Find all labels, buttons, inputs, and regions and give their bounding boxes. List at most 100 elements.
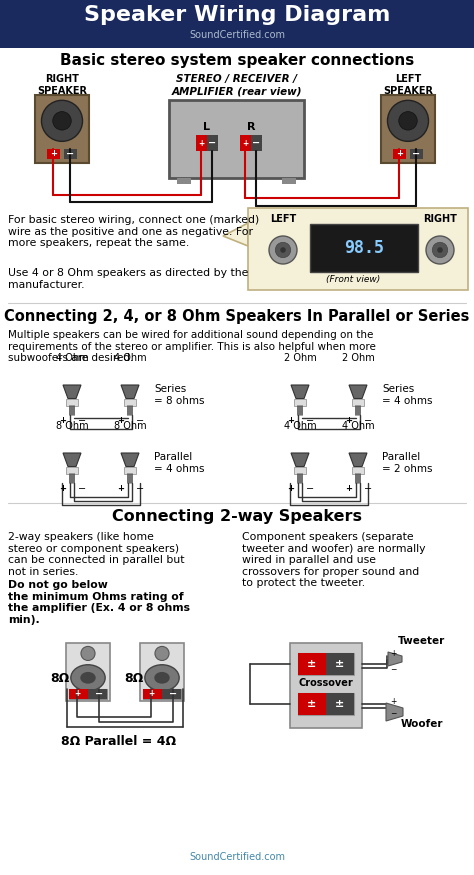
Circle shape [399,112,417,130]
Text: Basic stereo system speaker connections: Basic stereo system speaker connections [60,52,414,67]
Text: −: − [364,484,372,493]
Text: −: − [66,149,74,159]
Text: +: + [117,416,124,424]
Text: +: + [74,690,80,698]
Text: RIGHT
SPEAKER: RIGHT SPEAKER [37,74,87,96]
Circle shape [155,647,169,661]
Polygon shape [349,385,367,398]
Text: ±: ± [307,659,317,669]
Bar [69,689,107,699]
Text: 8Ω Parallel = 4Ω: 8Ω Parallel = 4Ω [61,735,176,748]
Text: 4 Ohm: 4 Ohm [114,353,146,363]
Circle shape [280,248,286,253]
Circle shape [426,236,454,264]
Text: −: − [95,689,103,699]
Text: L: L [203,123,210,132]
Ellipse shape [71,665,105,691]
Bar [143,689,162,699]
Text: Do not go below
the minimum Ohms rating of
the amplifier (Ex. 4 or 8 ohms
min).: Do not go below the minimum Ohms rating … [8,580,190,625]
Bar [290,643,362,728]
Polygon shape [291,453,309,466]
Bar [88,689,107,699]
Text: Series
= 4 ohms: Series = 4 ohms [382,384,432,406]
Text: −: − [78,484,86,493]
Bar [66,466,78,473]
Text: Parallel
= 2 ohms: Parallel = 2 ohms [382,452,432,473]
Text: +: + [148,690,154,698]
Bar [326,653,354,675]
Bar [298,693,326,715]
Text: +: + [345,484,352,493]
Text: Component speakers (separate
tweeter and woofer) are normally
wired in parallel : Component speakers (separate tweeter and… [242,532,426,588]
Text: R: R [247,123,255,132]
Text: 8Ω: 8Ω [50,673,70,685]
Bar [162,689,181,699]
Bar [298,653,326,675]
Text: Connecting 2, 4, or 8 Ohm Speakers In Parallel or Series: Connecting 2, 4, or 8 Ohm Speakers In Pa… [4,309,470,324]
Circle shape [269,236,297,264]
Text: SoundCertified.com: SoundCertified.com [189,852,285,862]
Text: +: + [390,697,396,706]
Text: ±: ± [336,659,345,669]
Text: Series
= 8 ohms: Series = 8 ohms [154,384,204,406]
Text: +: + [199,138,205,148]
Bar [326,693,354,715]
Text: Use 4 or 8 Ohm speakers as directed by the
manufacturer.: Use 4 or 8 Ohm speakers as directed by t… [8,268,248,290]
Text: Woofer: Woofer [401,719,443,729]
Text: −: − [253,138,261,148]
Ellipse shape [145,665,179,691]
Text: −: − [169,689,177,699]
Circle shape [275,242,291,258]
Bar [393,149,406,159]
Text: +: + [242,138,249,148]
Text: Tweeter: Tweeter [398,636,446,646]
Bar [410,149,423,159]
Bar [298,653,354,675]
Text: 4 Ohm: 4 Ohm [55,353,88,363]
Text: RIGHT: RIGHT [423,214,457,224]
Polygon shape [121,453,139,466]
Bar [196,135,207,151]
Bar [352,466,364,473]
Text: −: − [364,416,372,426]
Text: Crossover: Crossover [299,678,354,688]
Text: Connecting 2-way Speakers: Connecting 2-way Speakers [112,509,362,524]
Text: Multiple speakers can be wired for additional sound depending on the
requirement: Multiple speakers can be wired for addit… [8,330,376,363]
Bar [283,178,297,184]
Text: LEFT: LEFT [270,214,296,224]
Text: ±: ± [336,699,345,709]
Bar [381,95,435,163]
Text: −: − [78,416,86,426]
Polygon shape [388,652,402,666]
Text: 2 Ohm: 2 Ohm [342,353,374,363]
Bar [66,643,110,701]
Text: ±: ± [307,699,317,709]
Bar [248,208,468,290]
Bar [251,135,262,151]
Polygon shape [63,385,81,398]
Bar [294,466,306,473]
Text: −: − [412,149,420,159]
Text: −: − [390,666,396,675]
Text: LEFT
SPEAKER: LEFT SPEAKER [383,74,433,96]
Text: −: − [306,416,314,426]
Text: +: + [287,484,294,493]
Polygon shape [349,453,367,466]
Bar [47,149,60,159]
Text: 4 Ohm: 4 Ohm [283,421,316,431]
Bar [66,398,78,406]
Text: STEREO / RECEIVER /
AMPLIFIER (rear view): STEREO / RECEIVER / AMPLIFIER (rear view… [172,74,302,96]
Bar [124,466,136,473]
Ellipse shape [154,672,170,683]
Bar [143,689,181,699]
Text: +: + [50,150,57,158]
Circle shape [81,647,95,661]
Text: +: + [117,484,124,493]
Text: Parallel
= 4 ohms: Parallel = 4 ohms [154,452,204,473]
Polygon shape [63,453,81,466]
Text: −: − [390,710,396,718]
Text: −: − [136,484,144,493]
Bar [35,95,89,163]
Bar [294,398,306,406]
Text: 8 Ohm: 8 Ohm [55,421,88,431]
